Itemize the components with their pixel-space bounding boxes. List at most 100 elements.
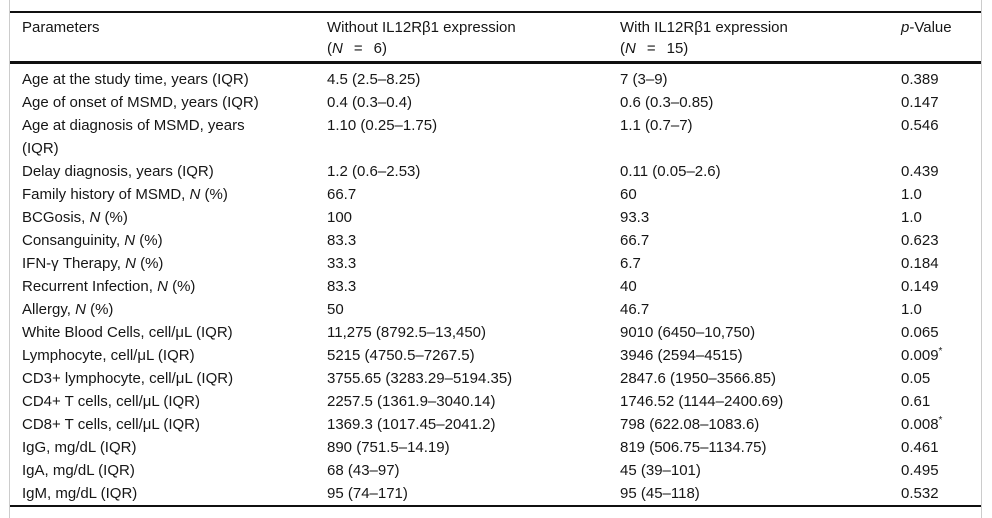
parameter-cell: Age of onset of MSMD, years (IQR): [10, 91, 315, 114]
parameter-label: CD4+ T cells, cell/μL (IQR): [22, 393, 200, 410]
with-expression-value-cell: 95 (45–118): [620, 485, 700, 502]
equals-sign: =: [353, 40, 363, 57]
table-row: Recurrent Infection, N (%) 83.3 40 0.149: [10, 275, 981, 298]
pvalue-cell: 0.532: [889, 482, 981, 506]
without-expression-title: Without IL12Rβ1 expression: [327, 19, 516, 36]
without-expression-value-cell: 1.2 (0.6–2.53): [327, 163, 421, 180]
parameter-suffix: (%): [100, 209, 128, 226]
with-expression-value-cell: 1746.52 (1144–2400.69): [620, 393, 784, 410]
pvalue-cell: 0.546: [889, 114, 981, 160]
pvalue: 0.149: [901, 278, 939, 295]
pvalue-cell: 0.008*: [889, 413, 981, 436]
without-expression-value-cell: 1.10 (0.25–1.75): [327, 117, 438, 134]
parameter-suffix: (%): [85, 301, 114, 318]
parameter-cell: Family history of MSMD, N (%): [10, 183, 315, 206]
without-expression-value-cell: 33.3: [327, 255, 357, 272]
without-expression-value-cell: 3755.65 (3283.29–5194.35): [327, 370, 513, 387]
parameter-label: Recurrent Infection,: [22, 278, 158, 295]
with-expression-value-cell: 45 (39–101): [620, 462, 701, 479]
with-expression-value-cell: 46.7: [620, 301, 650, 318]
table-row: BCGosis, N (%) 100 93.3 1.0: [10, 206, 981, 229]
pvalue-cell: 0.439: [889, 160, 981, 183]
parameter-label: IFN-γ Therapy,: [22, 255, 126, 272]
pvalue-cell: 1.0: [889, 206, 981, 229]
parameter-cell: Delay diagnosis, years (IQR): [10, 160, 315, 183]
column-header-without-expression: Without IL12Rβ1 expression (N = 6): [315, 12, 608, 64]
parameter-cell: IgA, mg/dL (IQR): [10, 459, 315, 482]
parameter-label: CD3+ lymphocyte, cell/μL (IQR): [22, 370, 234, 387]
parameter-label: IgA, mg/dL (IQR): [22, 462, 135, 479]
table-body: Age at the study time, years (IQR) 4.5 (…: [10, 63, 981, 507]
parameter-cell: CD4+ T cells, cell/μL (IQR): [10, 390, 315, 413]
table-row: IgA, mg/dL (IQR) 68 (43–97) 45 (39–101) …: [10, 459, 981, 482]
with-expression-n: (N = 15): [620, 40, 689, 57]
pvalue: 0.389: [901, 71, 939, 88]
parameter-label: Age at the study time, years (IQR): [22, 71, 249, 88]
column-header-with-expression: With IL12Rβ1 expression (N = 15): [608, 12, 889, 64]
parameter-label: BCGosis,: [22, 209, 90, 226]
parameter-label: Age of onset of MSMD, years (IQR): [22, 94, 259, 111]
table-row: Age at diagnosis of MSMD, years (IQR) 1.…: [10, 114, 981, 160]
without-expression-value-cell: 95 (74–171): [327, 485, 408, 502]
with-expression-value-cell: 93.3: [620, 209, 650, 226]
pvalue: 1.0: [901, 186, 922, 203]
with-expression-value-cell: 1.1 (0.7–7): [620, 117, 693, 134]
without-expression-value-cell: 11,275 (8792.5–13,450): [327, 324, 487, 341]
table-row: Lymphocyte, cell/μL (IQR) 5215 (4750.5–7…: [10, 344, 981, 367]
paper-table-frame: Parameters Without IL12Rβ1 expression (N…: [9, 0, 982, 518]
pvalue-cell: 0.147: [889, 91, 981, 114]
parameter-n-symbol: N: [124, 232, 136, 249]
parameter-label: Delay diagnosis, years (IQR): [22, 163, 214, 180]
with-expression-value-cell: 3946 (2594–4515): [620, 347, 743, 364]
pvalue: 1.0: [901, 301, 922, 318]
pvalue-cell: 0.05: [889, 367, 981, 390]
pvalue: 0.05: [901, 370, 931, 387]
pvalue: 0.184: [901, 255, 939, 272]
without-expression-value-cell: 83.3: [327, 278, 357, 295]
parameter-label: White Blood Cells, cell/μL (IQR): [22, 324, 233, 341]
parameter-cell: Recurrent Infection, N (%): [10, 275, 315, 298]
column-header-pvalue: p-Value: [889, 12, 981, 64]
parameter-label: Age at diagnosis of MSMD, years (IQR): [22, 117, 245, 157]
without-expression-value-cell: 5215 (4750.5–7267.5): [327, 347, 475, 364]
without-expression-value-cell: 4.5 (2.5–8.25): [327, 71, 421, 88]
pvalue-cell: 0.61: [889, 390, 981, 413]
with-expression-value-cell: 819 (506.75–1134.75): [620, 439, 767, 456]
with-expression-value-cell: 0.6 (0.3–0.85): [620, 94, 714, 111]
with-expression-value-cell: 7 (3–9): [620, 71, 668, 88]
with-expression-value-cell: 6.7: [620, 255, 641, 272]
pvalue: 0.009: [901, 347, 939, 364]
n-count: 15): [666, 40, 689, 57]
pvalue: 1.0: [901, 209, 922, 226]
parameter-cell: Age at the study time, years (IQR): [10, 63, 315, 92]
pvalue-cell: 0.149: [889, 275, 981, 298]
pvalue-header-suffix: -Value: [909, 19, 952, 36]
without-expression-value-cell: 50: [327, 301, 344, 318]
parameter-cell: Consanguinity, N (%): [10, 229, 315, 252]
parameter-label: IgM, mg/dL (IQR): [22, 485, 138, 502]
parameter-n-symbol: N: [157, 278, 168, 295]
significance-asterisk: *: [938, 346, 943, 357]
parameter-cell: Lymphocyte, cell/μL (IQR): [10, 344, 315, 367]
without-expression-value-cell: 100: [327, 209, 353, 226]
pvalue-cell: 0.389: [889, 63, 981, 92]
equals-sign: =: [646, 40, 656, 57]
pvalue: 0.495: [901, 462, 939, 479]
table-row: CD4+ T cells, cell/μL (IQR) 2257.5 (1361…: [10, 390, 981, 413]
pvalue-cell: 0.009*: [889, 344, 981, 367]
pvalue: 0.461: [901, 439, 939, 456]
pvalue-cell: 0.623: [889, 229, 981, 252]
parameter-cell: White Blood Cells, cell/μL (IQR): [10, 321, 315, 344]
n-count: 6): [373, 40, 387, 57]
column-header-parameters: Parameters: [10, 12, 315, 64]
parameter-label: CD8+ T cells, cell/μL (IQR): [22, 416, 200, 433]
table-row: IgM, mg/dL (IQR) 95 (74–171) 95 (45–118)…: [10, 482, 981, 506]
parameters-header-label: Parameters: [22, 19, 100, 36]
table-row: Family history of MSMD, N (%) 66.7 60 1.…: [10, 183, 981, 206]
with-expression-value-cell: 2847.6 (1950–3566.85): [620, 370, 776, 387]
parameter-n-symbol: N: [75, 301, 86, 318]
without-expression-value-cell: 68 (43–97): [327, 462, 400, 479]
without-expression-value-cell: 1369.3 (1017.45–2041.2): [327, 416, 496, 433]
table-row: Delay diagnosis, years (IQR) 1.2 (0.6–2.…: [10, 160, 981, 183]
with-expression-title: With IL12Rβ1 expression: [620, 19, 788, 36]
